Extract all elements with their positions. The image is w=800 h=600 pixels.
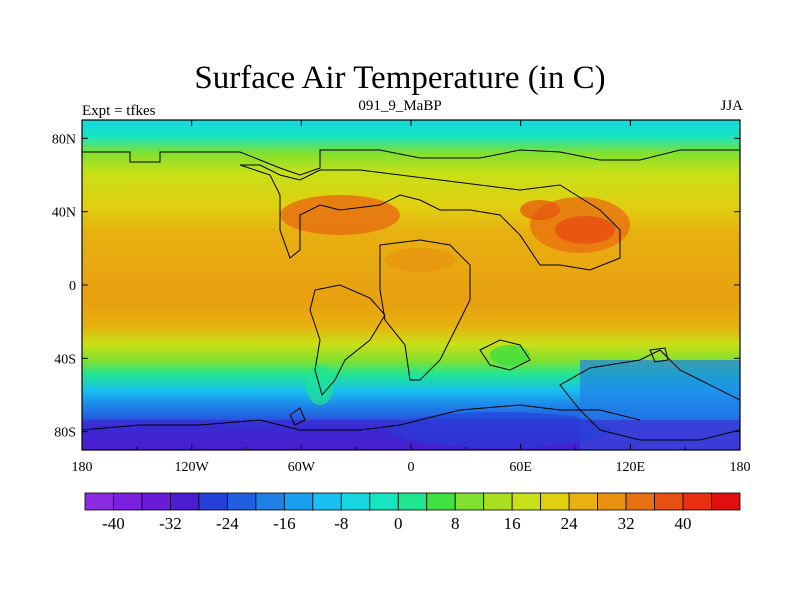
experiment-label: Expt = tfkes — [82, 103, 156, 119]
colorbar-label: -24 — [216, 514, 239, 533]
colorbar-swatch — [682, 492, 712, 511]
colorbar-swatch — [711, 492, 741, 511]
longitude-axis: 180 120W 60W 0 60E 120E 180 — [72, 120, 751, 475]
latitude-axis: 80N 40N 0 40S 80S — [52, 132, 740, 441]
colorbar-label: 40 — [675, 514, 692, 533]
colorbar-swatch — [198, 492, 228, 511]
colorbar-swatch — [483, 492, 513, 511]
colorbar-swatch — [540, 492, 570, 511]
lat-label: 40S — [54, 352, 76, 367]
colorbar-label: 24 — [561, 514, 579, 533]
colorbar-swatch — [340, 492, 371, 511]
colorbar-label: -16 — [273, 514, 296, 533]
colorbar-swatch — [511, 492, 542, 511]
lon-label: 120W — [175, 460, 210, 475]
lat-label: 0 — [69, 279, 76, 294]
period-label: 091_9_MaBP — [358, 98, 442, 114]
colorbar-swatch — [170, 492, 200, 511]
map-title: Surface Air Temperature (in C) — [194, 60, 606, 96]
colorbar-swatch — [568, 492, 599, 511]
colorbar-swatch — [654, 492, 684, 511]
colorbar-label: -8 — [334, 514, 348, 533]
colorbar-label: -40 — [102, 514, 125, 533]
colorbar-label: 8 — [451, 514, 460, 533]
lat-label: 40N — [52, 206, 76, 221]
colorbar-swatch — [312, 492, 342, 511]
colorbar-swatch — [113, 492, 143, 511]
colorbar-swatch — [397, 492, 428, 511]
colorbar-swatch — [369, 492, 399, 511]
colorbar-swatch — [625, 492, 655, 511]
lon-label: 180 — [72, 460, 93, 475]
lon-label: 60E — [509, 460, 532, 475]
season-label: JJA — [720, 98, 743, 114]
colorbar-swatch — [426, 492, 456, 511]
lon-label: 0 — [408, 460, 415, 475]
temperature-field — [82, 120, 740, 450]
colorbar-label: 32 — [618, 514, 635, 533]
colorbar-label: 16 — [504, 514, 521, 533]
colorbar-swatch — [283, 492, 314, 511]
colorbar-swatch — [255, 492, 285, 511]
colorbar-swatch — [454, 492, 485, 511]
colorbar-swatch — [226, 492, 257, 511]
lat-label: 80N — [52, 132, 76, 147]
continent-outlines — [82, 149, 740, 441]
lon-label: 120E — [616, 460, 646, 475]
lat-label: 80S — [54, 426, 76, 441]
colorbar-swatch — [597, 492, 627, 511]
colorbar: -40 -32 -24 -16 -8 0 8 16 24 32 40 — [84, 492, 741, 533]
colorbar-label: -32 — [159, 514, 182, 533]
lon-label: 60W — [288, 460, 316, 475]
colorbar-swatch — [84, 492, 114, 511]
colorbar-swatch — [141, 492, 171, 511]
colorbar-label: 0 — [394, 514, 403, 533]
lon-label: 180 — [730, 460, 751, 475]
